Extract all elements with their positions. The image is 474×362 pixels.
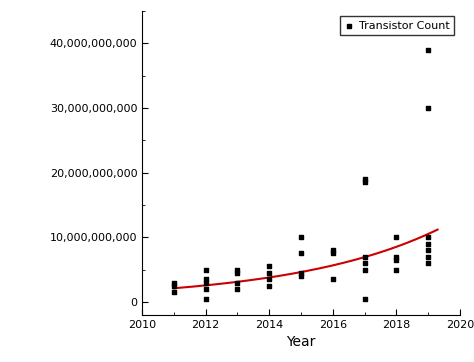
Transistor Count — [424, 235, 432, 240]
Transistor Count — [297, 251, 305, 256]
Transistor Count — [392, 257, 400, 263]
Transistor Count — [361, 180, 368, 185]
Transistor Count — [297, 270, 305, 276]
Transistor Count — [392, 254, 400, 260]
Transistor Count — [297, 235, 305, 240]
Transistor Count — [234, 267, 241, 273]
Transistor Count — [202, 296, 210, 302]
Transistor Count — [329, 277, 337, 282]
Transistor Count — [424, 241, 432, 247]
Transistor Count — [424, 105, 432, 111]
Transistor Count — [361, 254, 368, 260]
Legend: Transistor Count: Transistor Count — [340, 16, 454, 35]
Transistor Count — [265, 283, 273, 289]
X-axis label: Year: Year — [286, 335, 316, 349]
Transistor Count — [234, 270, 241, 276]
Transistor Count — [170, 283, 178, 289]
Transistor Count — [202, 286, 210, 292]
Transistor Count — [329, 247, 337, 253]
Transistor Count — [424, 254, 432, 260]
Transistor Count — [424, 247, 432, 253]
Transistor Count — [202, 267, 210, 273]
Transistor Count — [202, 280, 210, 286]
Transistor Count — [297, 273, 305, 279]
Transistor Count — [392, 235, 400, 240]
Transistor Count — [424, 260, 432, 266]
Transistor Count — [265, 264, 273, 269]
Transistor Count — [361, 267, 368, 273]
Transistor Count — [234, 280, 241, 286]
Transistor Count — [265, 270, 273, 276]
Transistor Count — [392, 267, 400, 273]
Transistor Count — [361, 260, 368, 266]
Transistor Count — [361, 176, 368, 182]
Transistor Count — [329, 251, 337, 256]
Transistor Count — [170, 280, 178, 286]
Transistor Count — [424, 47, 432, 52]
Transistor Count — [202, 277, 210, 282]
Transistor Count — [170, 289, 178, 295]
Transistor Count — [234, 286, 241, 292]
Transistor Count — [265, 277, 273, 282]
Transistor Count — [361, 296, 368, 302]
